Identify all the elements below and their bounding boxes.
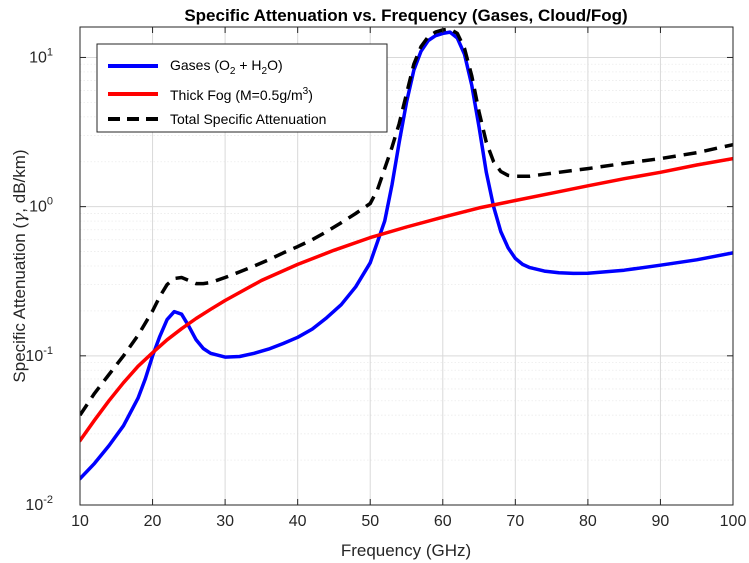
x-tick-label: 60 <box>434 513 452 530</box>
legend-gases-text-1: Gases (O <box>170 57 230 73</box>
y-axis-label: Specific Attenuation (γ, dB/km) <box>10 149 30 382</box>
legend-fog-text-2: ) <box>308 87 313 103</box>
legend: Gases (O2 + H2O) Thick Fog (M=0.5g/m3) T… <box>96 43 388 133</box>
y-axis-label-suffix: , dB/km) <box>10 149 29 212</box>
series-gases-line <box>80 30 733 481</box>
x-tick-label: 90 <box>652 513 670 530</box>
plot-frame <box>79 26 734 506</box>
x-tick-label: 100 <box>720 513 747 530</box>
series-layer <box>80 27 733 481</box>
legend-gases-text-2: + H <box>235 57 261 73</box>
y-tick-label: 100 <box>29 196 53 216</box>
legend-gases-sub-2: 2 <box>262 66 268 77</box>
y-tick-label: 10-1 <box>25 345 53 365</box>
series-total-line <box>80 27 733 417</box>
legend-gases-text-3: O) <box>267 57 283 73</box>
x-axis-label: Frequency (GHz) <box>341 541 471 560</box>
x-tick-label: 40 <box>289 513 307 530</box>
legend-fog-sup: 3 <box>303 86 309 97</box>
tick-layer: 10 20 30 40 50 60 70 80 90 100 10-2 10-1 100 101 <box>25 27 746 530</box>
y-axis-label-prefix: Specific Attenuation ( <box>10 223 29 383</box>
series-fog-line <box>80 156 733 443</box>
legend-label-total: Total Specific Attenuation <box>170 111 326 127</box>
legend-fog-text-1: Thick Fog (M=0.5g/m <box>170 87 303 103</box>
legend-box <box>96 43 388 133</box>
x-tick-label: 20 <box>144 513 162 530</box>
legend-label-gases: Gases (O2 + H2O) <box>170 57 283 77</box>
x-tick-label: 10 <box>71 513 89 530</box>
x-tick-label: 30 <box>216 513 234 530</box>
x-tick-label: 50 <box>361 513 379 530</box>
y-axis-label-symbol: γ <box>10 212 30 223</box>
legend-label-fog: Thick Fog (M=0.5g/m3) <box>170 86 313 103</box>
x-tick-label: 80 <box>579 513 597 530</box>
y-tick-label: 101 <box>29 46 53 66</box>
chart-title: Specific Attenuation vs. Frequency (Gase… <box>184 6 627 25</box>
y-tick-label: 10-2 <box>25 494 53 514</box>
x-tick-label: 70 <box>506 513 524 530</box>
legend-gases-sub-1: 2 <box>230 66 236 77</box>
